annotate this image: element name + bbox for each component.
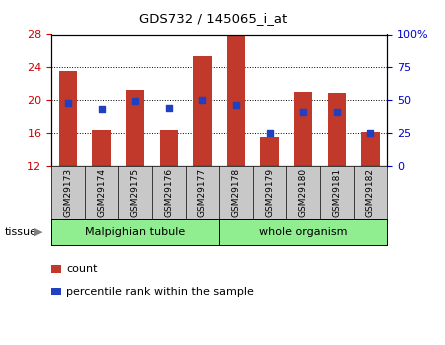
- Point: [98, 107, 105, 112]
- Bar: [159, 130, 178, 166]
- Bar: [260, 137, 279, 166]
- Text: GSM29175: GSM29175: [131, 168, 140, 217]
- Text: GSM29177: GSM29177: [198, 168, 207, 217]
- Point: [232, 102, 239, 108]
- Bar: [92, 130, 111, 166]
- Point: [333, 109, 340, 115]
- Text: GSM29176: GSM29176: [164, 168, 173, 217]
- Bar: [193, 56, 212, 166]
- Text: GSM29174: GSM29174: [97, 168, 106, 217]
- Bar: [294, 92, 312, 166]
- Text: tissue: tissue: [4, 227, 37, 237]
- Text: GSM29180: GSM29180: [299, 168, 307, 217]
- Point: [367, 130, 374, 136]
- Text: GSM29179: GSM29179: [265, 168, 274, 217]
- Text: ▶: ▶: [33, 227, 42, 237]
- Text: whole organism: whole organism: [259, 227, 348, 237]
- Text: GDS732 / 145065_i_at: GDS732 / 145065_i_at: [139, 12, 288, 25]
- Point: [266, 130, 273, 136]
- Point: [65, 100, 72, 106]
- Text: count: count: [66, 264, 98, 274]
- Text: GSM29181: GSM29181: [332, 168, 341, 217]
- Text: percentile rank within the sample: percentile rank within the sample: [66, 287, 254, 296]
- Bar: [328, 93, 346, 166]
- Bar: [126, 90, 145, 166]
- Bar: [227, 34, 245, 166]
- Point: [199, 97, 206, 103]
- Point: [132, 99, 139, 104]
- Bar: [59, 71, 77, 166]
- Point: [299, 109, 307, 115]
- Bar: [361, 132, 380, 166]
- Text: GSM29182: GSM29182: [366, 168, 375, 217]
- Point: [165, 105, 172, 111]
- Text: GSM29173: GSM29173: [64, 168, 73, 217]
- Text: GSM29178: GSM29178: [231, 168, 240, 217]
- Text: Malpighian tubule: Malpighian tubule: [85, 227, 185, 237]
